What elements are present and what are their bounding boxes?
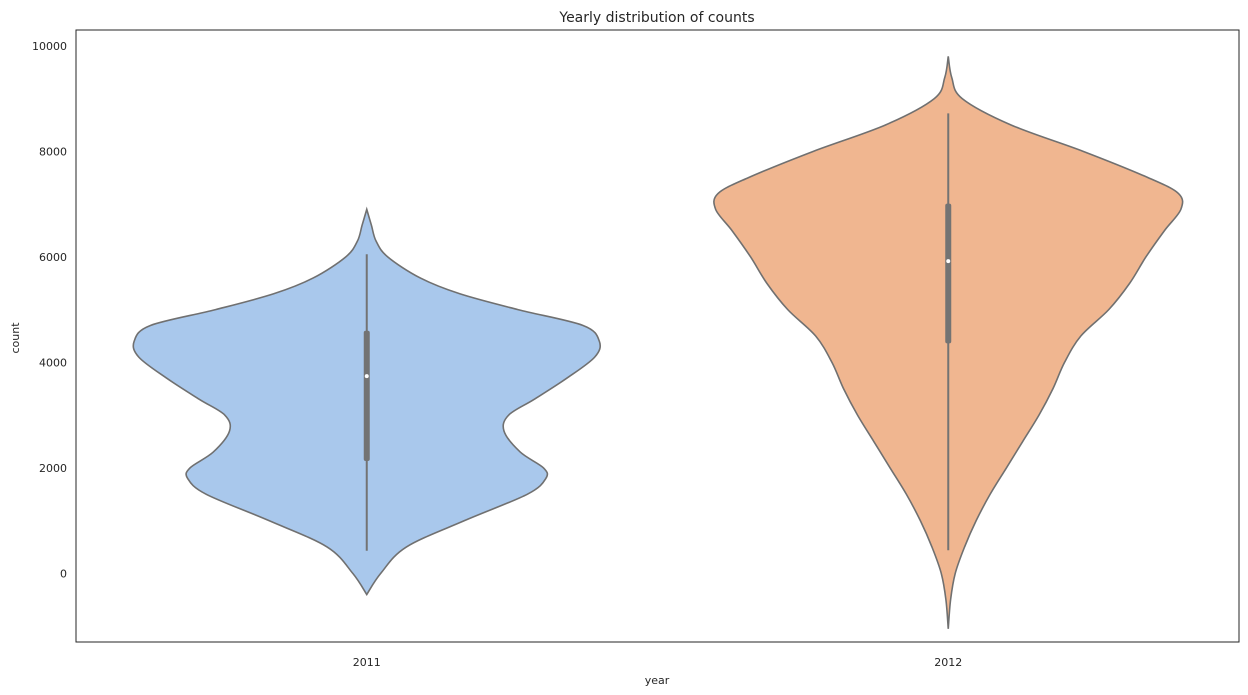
- x-tick-label: 2011: [353, 656, 381, 669]
- chart-title: Yearly distribution of counts: [558, 10, 754, 26]
- y-tick-label: 2000: [39, 462, 67, 475]
- x-tick-label: 2012: [934, 656, 962, 669]
- iqr-box-2012: [945, 203, 952, 344]
- x-axis-label: year: [645, 674, 670, 687]
- y-axis-label: count: [9, 322, 22, 354]
- iqr-box-2011: [363, 330, 370, 462]
- y-ticks-group: 0 2000 4000 6000 8000 10000: [32, 40, 67, 581]
- y-tick-label: 4000: [39, 356, 67, 369]
- median-dot-2011: [364, 374, 369, 379]
- y-tick-label: 6000: [39, 251, 67, 264]
- x-ticks-group: 2011 2012: [353, 656, 963, 669]
- y-tick-label: 8000: [39, 145, 67, 158]
- y-tick-label: 0: [60, 567, 67, 580]
- median-dot-2012: [946, 259, 951, 264]
- violins-group: [132, 56, 1184, 629]
- y-tick-label: 10000: [32, 40, 67, 53]
